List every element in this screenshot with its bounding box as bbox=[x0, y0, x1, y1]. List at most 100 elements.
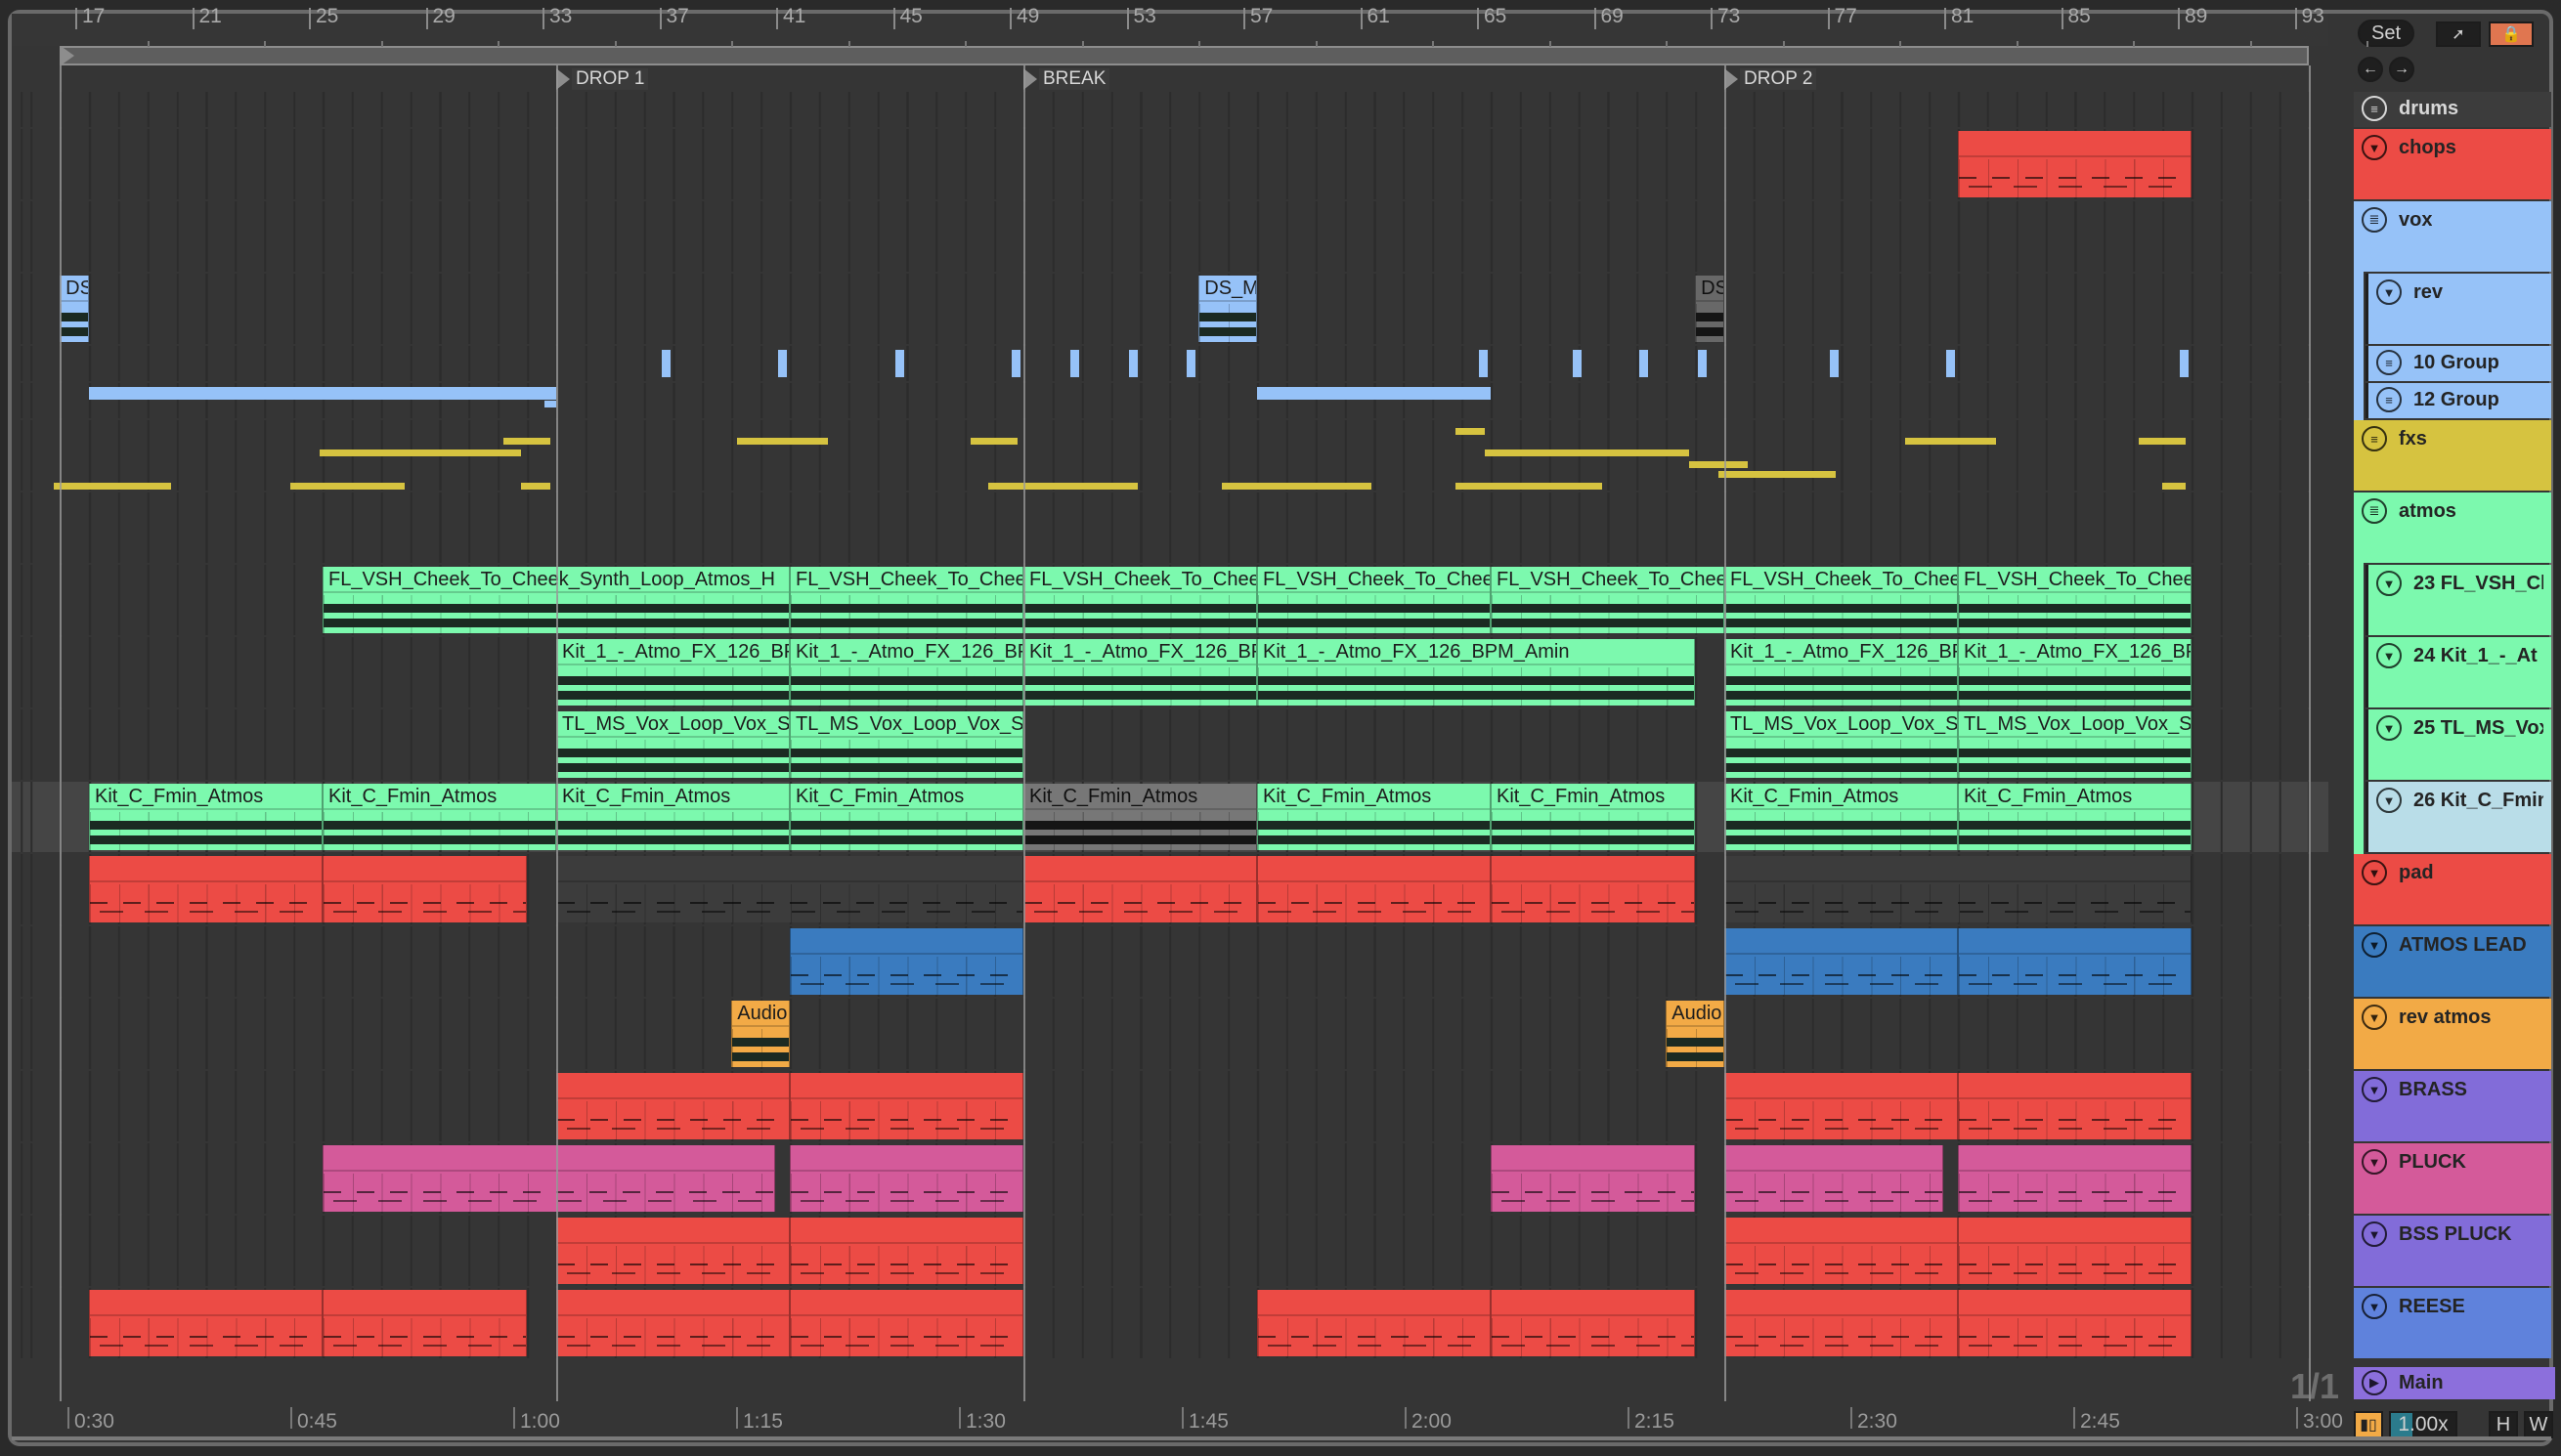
clip[interactable] bbox=[89, 856, 323, 922]
clip[interactable] bbox=[1724, 928, 1958, 995]
clip[interactable]: Audio bbox=[1666, 1001, 1724, 1067]
loop-start-icon[interactable] bbox=[61, 46, 75, 65]
loop-brace[interactable] bbox=[60, 46, 2309, 65]
clip[interactable]: Kit_C_Fmin_Atmos bbox=[1724, 784, 1958, 850]
clip[interactable] bbox=[790, 1145, 1023, 1212]
track-header-24-kit-1-at[interactable]: ▼ 24 Kit_1_-_At bbox=[2366, 637, 2551, 707]
clip[interactable] bbox=[790, 928, 1023, 995]
clip[interactable] bbox=[790, 1218, 1023, 1284]
clip[interactable]: FL_VSH_Cheek_To_Cheek bbox=[1724, 567, 1958, 633]
clip[interactable]: Kit_C_Fmin_Atmos bbox=[1491, 784, 1696, 850]
fold-triangle-icon[interactable]: ▼ bbox=[2362, 1149, 2387, 1175]
track-lane[interactable] bbox=[12, 999, 2328, 1069]
clip[interactable] bbox=[556, 1218, 790, 1284]
zoom-field[interactable]: 1.00x bbox=[2389, 1411, 2457, 1438]
w-button[interactable]: W bbox=[2524, 1411, 2553, 1438]
clip[interactable] bbox=[1958, 928, 2192, 995]
fold-triangle-icon[interactable]: ▼ bbox=[2376, 279, 2402, 305]
track-header-pluck[interactable]: ▼ PLUCK bbox=[2354, 1143, 2551, 1214]
track-header-rev-atmos[interactable]: ▼ rev atmos bbox=[2354, 999, 2551, 1069]
group-open-icon[interactable]: ≣ bbox=[2362, 498, 2387, 524]
fold-triangle-icon[interactable]: ▼ bbox=[2376, 643, 2402, 668]
clip[interactable]: FL_VSH_Cheek_To_Cheek bbox=[1491, 567, 1724, 633]
clip[interactable]: Kit_1_-_Atmo_FX_126_BPM_Amin bbox=[556, 639, 790, 706]
locator-drop-1[interactable]: DROP 1 bbox=[556, 68, 649, 90]
clip[interactable] bbox=[323, 1290, 528, 1356]
track-header-pad[interactable]: ▼ pad bbox=[2354, 854, 2551, 924]
track-lane[interactable] bbox=[12, 92, 2328, 127]
fold-triangle-icon[interactable]: ▼ bbox=[2376, 715, 2402, 741]
fold-triangle-icon[interactable]: ▼ bbox=[2362, 135, 2387, 160]
fold-triangle-icon[interactable]: ▼ bbox=[2362, 1077, 2387, 1102]
scrollbar[interactable] bbox=[12, 1436, 2551, 1440]
clip[interactable]: Audio bbox=[731, 1001, 790, 1067]
clip[interactable] bbox=[556, 856, 1023, 922]
clip[interactable] bbox=[323, 856, 528, 922]
clip[interactable] bbox=[1958, 1073, 2192, 1139]
clip[interactable]: DS_M bbox=[1198, 276, 1257, 342]
clip[interactable] bbox=[1724, 856, 2192, 922]
track-header-23-fl-vsh-ch[interactable]: ▼ 23 FL_VSH_Ch bbox=[2366, 565, 2551, 635]
group-folded-icon[interactable]: ≡ bbox=[2376, 387, 2402, 412]
fold-triangle-icon[interactable]: ▼ bbox=[2362, 932, 2387, 958]
clip[interactable] bbox=[1958, 1145, 2192, 1212]
track-lane[interactable] bbox=[12, 201, 2328, 272]
fold-triangle-icon[interactable]: ▼ bbox=[2376, 788, 2402, 813]
clip[interactable]: Kit_1_-_Atmo_FX_126_BPM_Amin bbox=[790, 639, 1023, 706]
clip[interactable]: Kit_1_-_Atmo_FX_126_BPM_Amin bbox=[1724, 639, 1958, 706]
clip[interactable] bbox=[556, 1073, 790, 1139]
clip[interactable]: Kit_C_Fmin_Atmos bbox=[1257, 784, 1491, 850]
track-header-atmos[interactable]: ≣ atmos bbox=[2354, 492, 2551, 563]
clip[interactable]: TL_MS_Vox_Loop_Vox_S bbox=[556, 711, 790, 778]
track-header-10-group[interactable]: ≡ 10 Group bbox=[2366, 346, 2551, 381]
group-open-icon[interactable]: ≣ bbox=[2362, 207, 2387, 233]
clip[interactable] bbox=[790, 1073, 1023, 1139]
follow-button[interactable]: ▮▯ bbox=[2354, 1411, 2383, 1438]
clip[interactable] bbox=[1958, 1218, 2192, 1284]
group-folded-icon[interactable]: ≡ bbox=[2362, 426, 2387, 451]
clip[interactable]: Kit_C_Fmin_Atmos bbox=[89, 784, 323, 850]
clip[interactable] bbox=[1958, 131, 2192, 197]
clip[interactable] bbox=[323, 1145, 776, 1212]
track-header-rev[interactable]: ▼ rev bbox=[2366, 274, 2551, 344]
clip[interactable]: TL_MS_Vox_Loop_Vox_S bbox=[1724, 711, 1958, 778]
track-header-atmos-lead[interactable]: ▼ ATMOS LEAD bbox=[2354, 926, 2551, 997]
clip[interactable]: Kit_1_-_Atmo_FX_126_BPM_Amin bbox=[1023, 639, 1257, 706]
clip[interactable]: Kit_1_-_Atmo_FX_126_BPM_Amin bbox=[1958, 639, 2192, 706]
clip[interactable]: DS bbox=[60, 276, 89, 342]
track-lane[interactable] bbox=[12, 492, 2328, 563]
clip[interactable] bbox=[1257, 856, 1491, 922]
group-folded-icon[interactable]: ≡ bbox=[2362, 96, 2387, 121]
fold-triangle-icon[interactable]: ▼ bbox=[2362, 860, 2387, 885]
clip[interactable] bbox=[1491, 856, 1696, 922]
clip[interactable]: FL_VSH_Cheek_To_Cheek bbox=[1257, 567, 1491, 633]
clip[interactable]: Kit_C_Fmin_Atmos bbox=[790, 784, 1023, 850]
fold-triangle-icon[interactable]: ▼ bbox=[2362, 1005, 2387, 1030]
lock-button[interactable]: 🔒 bbox=[2489, 21, 2534, 47]
track-header-12-group[interactable]: ≡ 12 Group bbox=[2366, 383, 2551, 418]
clip[interactable] bbox=[1023, 856, 1257, 922]
track-lane[interactable] bbox=[12, 346, 2328, 381]
group-folded-icon[interactable]: ≡ bbox=[2376, 350, 2402, 375]
clip[interactable]: TL_MS_Vox_Loop_Vox_S bbox=[790, 711, 1023, 778]
clip[interactable] bbox=[1724, 1073, 1958, 1139]
locator-break[interactable]: BREAK bbox=[1023, 68, 1110, 90]
clip[interactable]: Kit_C_Fmin_Atmos bbox=[1023, 784, 1257, 850]
h-button[interactable]: H bbox=[2489, 1411, 2518, 1438]
fold-triangle-icon[interactable]: ▼ bbox=[2362, 1221, 2387, 1247]
clip[interactable]: DS bbox=[1695, 276, 1724, 342]
clip[interactable]: FL_VSH_Cheek_To_Cheek bbox=[1023, 567, 1257, 633]
track-header-reese[interactable]: ▼ REESE bbox=[2354, 1288, 2551, 1358]
set-button[interactable]: Set bbox=[2358, 20, 2414, 47]
fold-triangle-icon[interactable]: ▼ bbox=[2376, 571, 2402, 596]
track-lane[interactable] bbox=[12, 420, 2328, 491]
clip[interactable] bbox=[556, 1290, 790, 1356]
back-button[interactable]: ← bbox=[2358, 57, 2383, 82]
clip[interactable]: Kit_1_-_Atmo_FX_126_BPM_Amin bbox=[1257, 639, 1696, 706]
track-header-bss-pluck[interactable]: ▼ BSS PLUCK bbox=[2354, 1216, 2551, 1286]
forward-button[interactable]: → bbox=[2389, 57, 2414, 82]
clip[interactable]: Kit_C_Fmin_Atmos bbox=[1958, 784, 2192, 850]
track-header-26-kit-c-fmin[interactable]: ▼ 26 Kit_C_Fmin bbox=[2366, 782, 2551, 852]
clip[interactable]: FL_VSH_Cheek_To_Cheek bbox=[790, 567, 1023, 633]
track-lane[interactable] bbox=[12, 274, 2328, 344]
